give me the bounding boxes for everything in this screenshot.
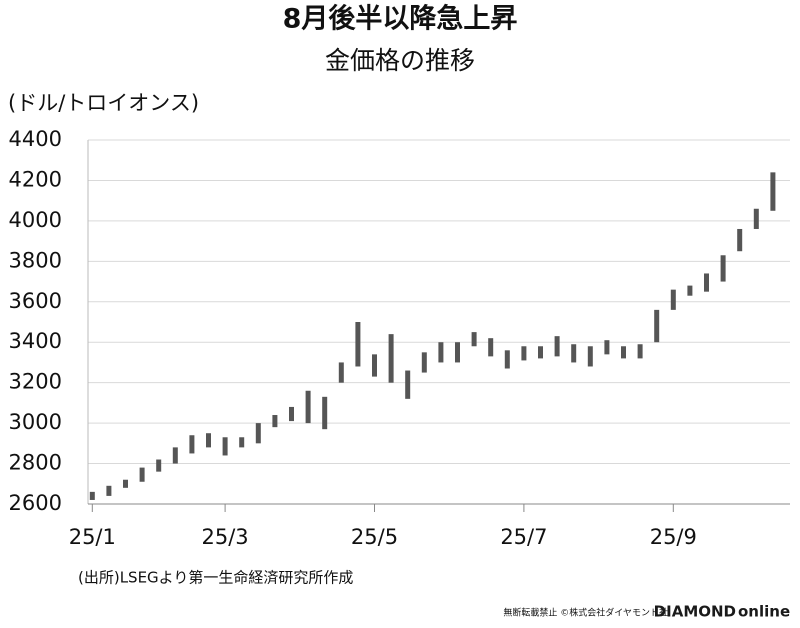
range-bar (239, 437, 245, 448)
footer-brand-suffix: online (738, 603, 790, 621)
range-bar (106, 485, 112, 496)
range-bar (289, 406, 294, 422)
y-tick-label: 3000 (9, 410, 62, 434)
range-bar (272, 415, 278, 428)
range-bar (222, 437, 228, 456)
range-bar (322, 396, 328, 430)
range-bar (637, 344, 643, 359)
range-bar (338, 362, 344, 383)
range-bar (670, 289, 676, 310)
y-tick-label: 3400 (9, 329, 62, 353)
range-bar (604, 340, 610, 355)
x-tick-label: 25/9 (650, 525, 697, 549)
y-tick-label: 4000 (9, 208, 62, 232)
chart-title: 8月後半以降急上昇 (283, 3, 518, 35)
range-bar (587, 346, 593, 367)
range-bar (156, 459, 162, 472)
range-bar (372, 354, 377, 377)
y-tick-label: 3800 (9, 248, 62, 272)
range-bar (455, 342, 460, 363)
range-bar (554, 336, 560, 357)
range-bar (255, 423, 261, 444)
x-tick-label: 25/7 (500, 525, 547, 549)
y-axis-label: (ドル/トロイオンス) (8, 91, 199, 115)
range-bar (521, 346, 527, 361)
range-bar (488, 338, 494, 357)
chart-subtitle: 金価格の推移 (325, 46, 475, 75)
range-bar (123, 479, 128, 488)
x-tick-label: 25/5 (351, 525, 398, 549)
range-bar (687, 285, 693, 296)
range-bar (571, 344, 577, 363)
range-bar (189, 435, 195, 454)
range-bar (305, 390, 311, 424)
footer-notice: 無断転載禁止 ©株式会社ダイヤモンド社 (503, 607, 668, 619)
range-bar (770, 172, 776, 211)
x-tick-label: 25/1 (69, 525, 116, 549)
range-bar (654, 309, 660, 343)
range-bar (504, 350, 510, 369)
range-bar (421, 352, 427, 373)
range-bar (139, 467, 145, 482)
range-bar (438, 342, 444, 363)
source-note: (出所)LSEGより第一生命経済研究所作成 (78, 569, 353, 587)
range-bar (737, 228, 743, 252)
range-bar (388, 334, 394, 383)
y-tick-label: 2800 (9, 451, 62, 475)
y-tick-label: 3600 (9, 289, 62, 313)
range-bar (172, 447, 178, 464)
y-tick-label: 2600 (9, 491, 62, 515)
y-tick-label: 3200 (9, 370, 62, 394)
footer-brand: DIAMOND (654, 603, 736, 621)
range-bar (720, 255, 726, 282)
range-bar (753, 208, 759, 229)
range-bar (621, 346, 626, 359)
range-bar (355, 322, 361, 367)
range-bar (206, 433, 211, 448)
range-bar (89, 491, 95, 500)
y-tick-label: 4200 (9, 167, 62, 191)
range-bar (704, 273, 709, 292)
range-bar (471, 332, 477, 347)
x-tick-label: 25/3 (202, 525, 249, 549)
range-bar (538, 346, 543, 359)
y-tick-label: 4400 (9, 127, 62, 151)
range-bar (405, 370, 411, 399)
